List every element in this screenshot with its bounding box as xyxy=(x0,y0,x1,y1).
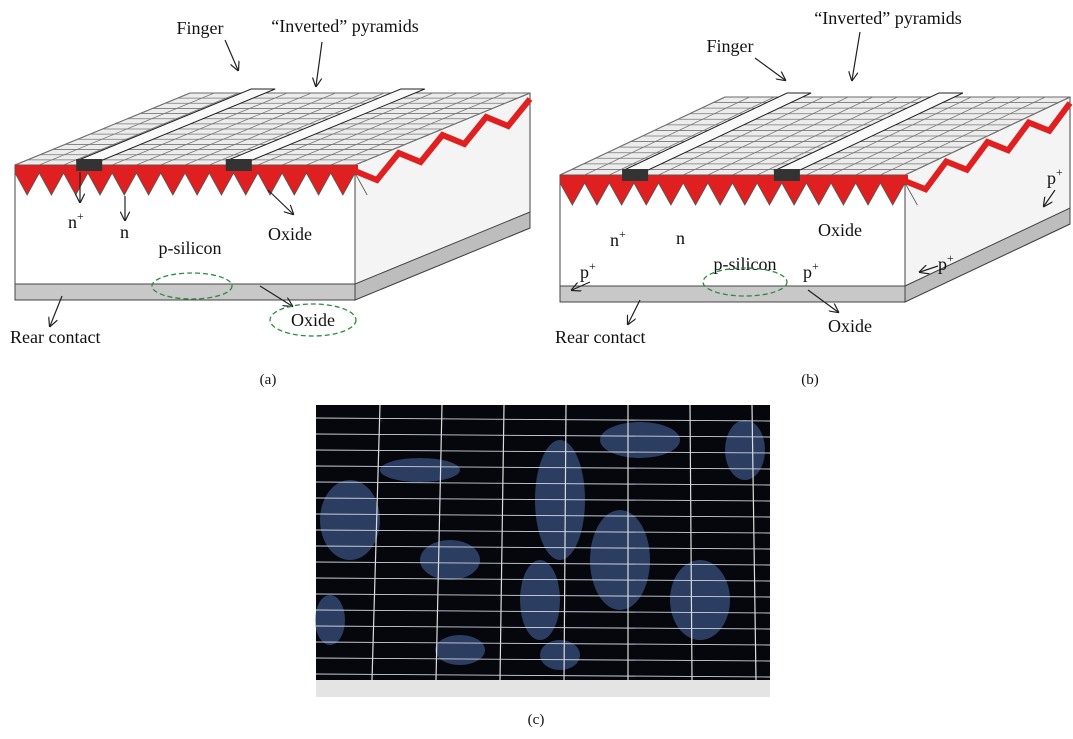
finger-end xyxy=(622,169,648,181)
frame xyxy=(316,680,770,697)
label: p-silicon xyxy=(714,254,777,274)
label: p xyxy=(580,262,589,282)
label: Oxide xyxy=(828,316,872,336)
label: + xyxy=(77,209,84,223)
label: n xyxy=(120,222,129,242)
label: n xyxy=(676,228,685,248)
label: “Inverted” pyramids xyxy=(271,16,418,36)
crystal-patch xyxy=(435,635,485,665)
crystal-patch xyxy=(725,420,765,480)
label: Oxide xyxy=(268,224,312,244)
finger-end xyxy=(226,159,252,171)
label: + xyxy=(619,227,626,241)
caption: (b) xyxy=(801,372,819,388)
label: + xyxy=(589,259,596,273)
label: Rear contact xyxy=(555,327,645,347)
crystal-patch xyxy=(540,640,580,670)
label: Oxide xyxy=(818,220,862,240)
crystal-patch xyxy=(320,480,380,560)
arrow xyxy=(755,58,785,80)
label: + xyxy=(1056,165,1063,179)
solar-panel-photo xyxy=(315,405,770,697)
crystal-patch xyxy=(380,458,460,482)
label: n xyxy=(610,230,619,250)
arrow xyxy=(628,300,640,324)
label: Oxide xyxy=(291,310,335,330)
caption: (a) xyxy=(260,372,277,388)
label: Finger xyxy=(707,36,754,56)
label: “Inverted” pyramids xyxy=(814,8,961,28)
label: + xyxy=(947,251,954,265)
label: p-silicon xyxy=(159,238,222,258)
label: Finger xyxy=(177,18,224,38)
label: n xyxy=(68,212,77,232)
rear-contact xyxy=(560,286,905,302)
figure: Finger “Inverted” pyramids n+ n Oxide p-… xyxy=(0,0,1073,734)
rear-contact xyxy=(15,284,355,300)
arrow xyxy=(852,32,860,80)
crystal-patch xyxy=(420,540,480,580)
caption: (c) xyxy=(528,712,545,728)
label: p xyxy=(803,262,812,282)
cell-drawings xyxy=(15,89,1070,302)
label: p xyxy=(1047,168,1056,188)
crystal-patch xyxy=(315,595,345,645)
label: p xyxy=(938,254,947,274)
label: + xyxy=(812,259,819,273)
finger-end xyxy=(76,159,102,171)
label: Rear contact xyxy=(10,327,100,347)
crystal-patch xyxy=(590,510,650,610)
arrow xyxy=(225,40,238,70)
arrow xyxy=(316,42,322,86)
finger-end xyxy=(774,169,800,181)
